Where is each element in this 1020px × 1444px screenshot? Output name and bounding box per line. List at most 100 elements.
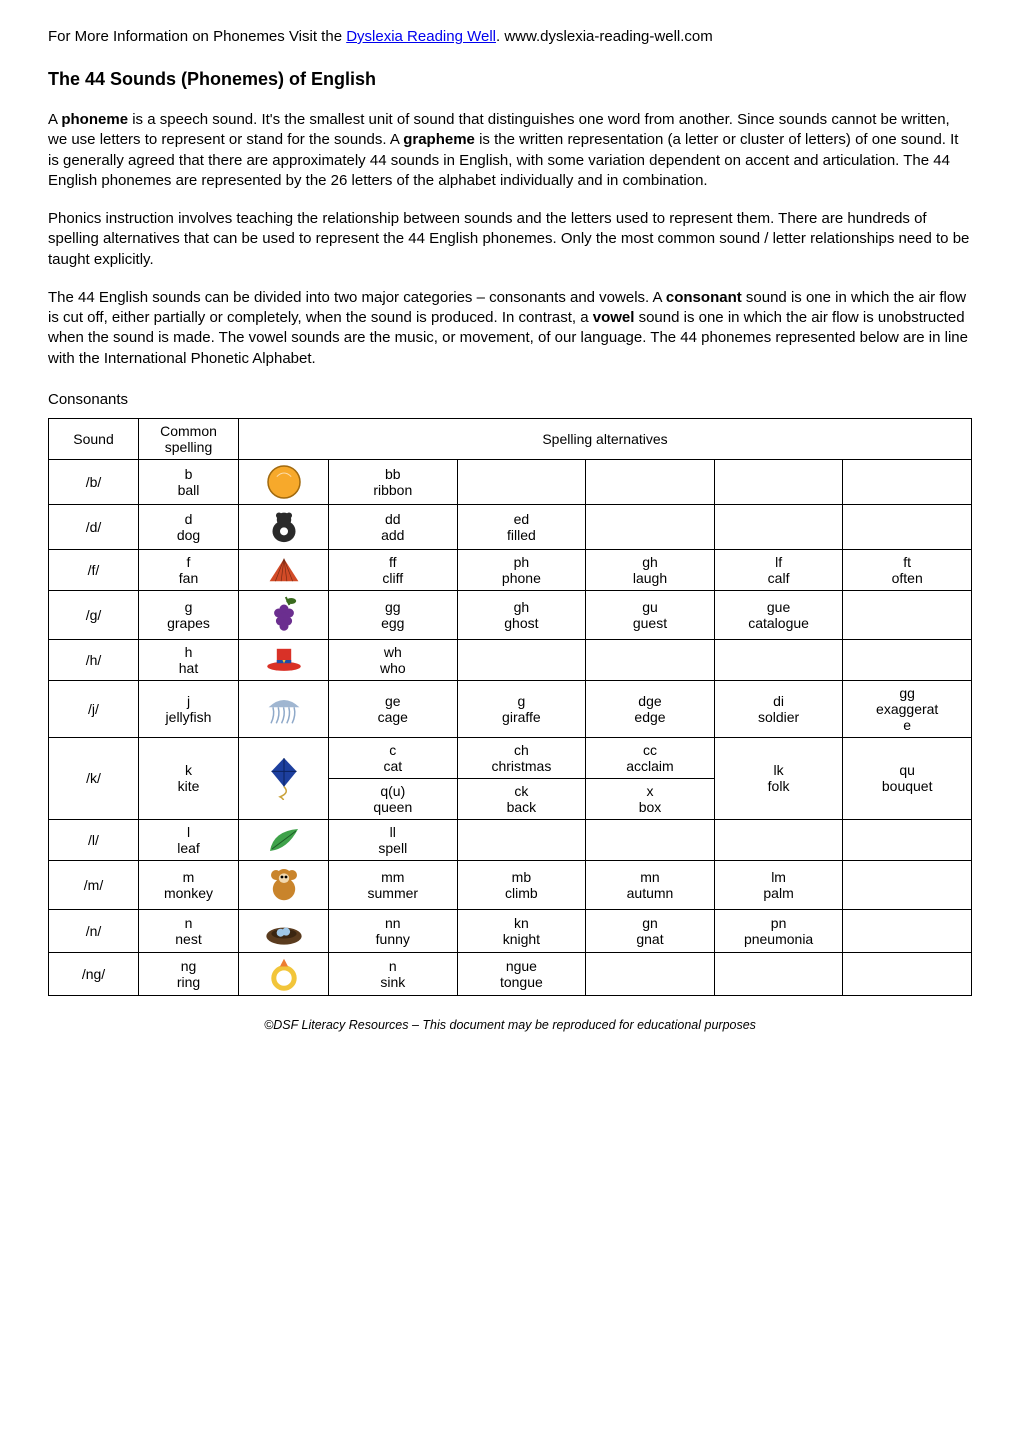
dyslexia-link[interactable]: Dyslexia Reading Well — [346, 28, 496, 45]
alt-cell — [843, 819, 972, 860]
alt-cell — [586, 504, 715, 549]
alt-cell — [457, 459, 586, 504]
table-row: /b/ bball bbribbon — [49, 459, 972, 504]
alt-cell: phphone — [457, 549, 586, 590]
alt-cell — [714, 952, 843, 995]
alt-cell — [843, 860, 972, 909]
alt-cell: nnfunny — [329, 909, 458, 952]
alt-cell: dgeedge — [586, 680, 715, 737]
table-row: /g/ ggrapes ggegg ghghost guguest guecat… — [49, 590, 972, 639]
alt-cell: knknight — [457, 909, 586, 952]
document-page: For More Information on Phonemes Visit t… — [0, 0, 1020, 1052]
alt-cell — [714, 639, 843, 680]
alt-cell: mmsummer — [329, 860, 458, 909]
table-row: /h/ hhat whwho — [49, 639, 972, 680]
common-cell: ngring — [139, 952, 239, 995]
table-row: /d/ ddog ddadd edfilled — [49, 504, 972, 549]
table-row: /m/ mmonkey mmsummer mbclimb mnautumn lm… — [49, 860, 972, 909]
header-prefix: For More Information on Phonemes Visit t… — [48, 28, 346, 45]
header-paragraph: For More Information on Phonemes Visit t… — [48, 28, 972, 45]
alt-cell: ghghost — [457, 590, 586, 639]
sound-cell: /g/ — [49, 590, 139, 639]
alt-cell — [843, 639, 972, 680]
kite-icon — [266, 756, 302, 800]
alt-cell — [586, 639, 715, 680]
table-row: /k/ kkite ccat chchristmas ccacclaim lkf… — [49, 737, 972, 778]
alt-cell: bbribbon — [329, 459, 458, 504]
alt-cell: disoldier — [714, 680, 843, 737]
common-cell: ffan — [139, 549, 239, 590]
ball-icon — [266, 464, 302, 500]
alt-cell: guecatalogue — [714, 590, 843, 639]
alt-cell: gecage — [329, 680, 458, 737]
common-cell: kkite — [139, 737, 239, 819]
sound-cell: /m/ — [49, 860, 139, 909]
fan-icon — [266, 556, 302, 584]
common-cell: bball — [139, 459, 239, 504]
alt-cell: whwho — [329, 639, 458, 680]
image-cell — [239, 590, 329, 639]
alt-cell: ccat — [329, 737, 458, 778]
alt-cell — [714, 504, 843, 549]
alt-cell — [843, 504, 972, 549]
intro-paragraph-1: A phoneme is a speech sound. It's the sm… — [48, 110, 972, 191]
alt-cell: ftoften — [843, 549, 972, 590]
alt-cell: mbclimb — [457, 860, 586, 909]
image-cell — [239, 952, 329, 995]
image-cell — [239, 909, 329, 952]
common-cell: nnest — [139, 909, 239, 952]
alt-cell: pnpneumonia — [714, 909, 843, 952]
leaf-icon — [266, 825, 302, 855]
alt-cell: gngnat — [586, 909, 715, 952]
page-title: The 44 Sounds (Phonemes) of English — [48, 69, 972, 90]
alt-cell: ggegg — [329, 590, 458, 639]
alt-cell: llspell — [329, 819, 458, 860]
alt-cell — [457, 819, 586, 860]
table-row: /j/ jjellyfish gecage ggiraffe dgeedge d… — [49, 680, 972, 737]
alt-cell: ghlaugh — [586, 549, 715, 590]
hat-icon — [264, 644, 304, 676]
alt-cell: ffcliff — [329, 549, 458, 590]
jellyfish-icon — [262, 692, 306, 726]
alt-cell: chchristmas — [457, 737, 586, 778]
sound-cell: /k/ — [49, 737, 139, 819]
alt-cell: edfilled — [457, 504, 586, 549]
table-row: /l/ lleaf llspell — [49, 819, 972, 860]
alt-cell: ccacclaim — [586, 737, 715, 778]
sound-cell: /n/ — [49, 909, 139, 952]
alt-cell — [843, 459, 972, 504]
alt-cell: guguest — [586, 590, 715, 639]
header-row: Sound Common spelling Spelling alternati… — [49, 418, 972, 459]
image-cell — [239, 860, 329, 909]
sound-cell: /d/ — [49, 504, 139, 549]
alt-cell — [586, 819, 715, 860]
alt-cell: lfcalf — [714, 549, 843, 590]
sound-cell: /b/ — [49, 459, 139, 504]
common-cell: ddog — [139, 504, 239, 549]
common-cell: hhat — [139, 639, 239, 680]
header-alternatives: Spelling alternatives — [239, 418, 972, 459]
alt-cell — [457, 639, 586, 680]
header-sound: Sound — [49, 418, 139, 459]
common-cell: lleaf — [139, 819, 239, 860]
alt-cell: nsink — [329, 952, 458, 995]
image-cell — [239, 459, 329, 504]
alt-cell: ckback — [457, 778, 586, 819]
sound-cell: /f/ — [49, 549, 139, 590]
sound-cell: /h/ — [49, 639, 139, 680]
alt-cell — [843, 952, 972, 995]
alt-cell: lmpalm — [714, 860, 843, 909]
nest-icon — [263, 914, 305, 948]
alt-cell — [714, 459, 843, 504]
alt-cell — [586, 459, 715, 504]
alt-cell: qubouquet — [843, 737, 972, 819]
image-cell — [239, 737, 329, 819]
sound-cell: /ng/ — [49, 952, 139, 995]
alt-cell — [843, 590, 972, 639]
image-cell — [239, 680, 329, 737]
alt-cell: xbox — [586, 778, 715, 819]
ring-icon — [267, 957, 301, 991]
consonants-subhead: Consonants — [48, 391, 972, 408]
intro-paragraph-3: The 44 English sounds can be divided int… — [48, 288, 972, 369]
grapes-icon — [266, 595, 302, 635]
